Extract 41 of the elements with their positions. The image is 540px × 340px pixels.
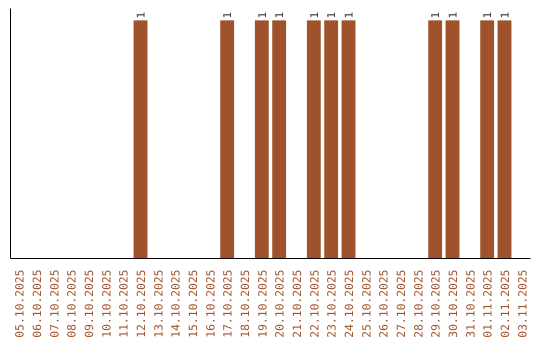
x-tick-label: 31.10.2025	[463, 270, 478, 338]
x-tick-label: 21.10.2025	[290, 270, 304, 338]
x-tick-label: 03.11.2025	[515, 270, 530, 338]
x-tick-label: 06.10.2025	[30, 270, 44, 338]
x-tick-label: 22.10.2025	[307, 270, 322, 338]
x-tick-label: 17.10.2025	[220, 270, 235, 338]
x-tick-label: 16.10.2025	[203, 270, 218, 338]
x-tick-label: 28.10.2025	[411, 270, 426, 338]
x-tick-label: 05.10.2025	[12, 270, 27, 338]
x-tick-label: 25.10.2025	[359, 270, 374, 338]
x-tick-label: 01.11.2025	[480, 270, 495, 338]
x-tick-label: 12.10.2025	[134, 270, 148, 338]
data-label: 1	[325, 12, 338, 18]
x-tick-label: 09.10.2025	[82, 270, 96, 338]
x-tick-label: 20.10.2025	[272, 270, 287, 338]
x-tick-label: 23.10.2025	[324, 270, 339, 338]
data-label: 1	[446, 12, 460, 18]
data-label: 1	[256, 12, 269, 18]
x-tick-label: 02.11.2025	[498, 270, 512, 338]
data-label: 1	[221, 12, 234, 18]
x-tick-label: 10.10.2025	[99, 270, 114, 338]
x-tick-label: 26.10.2025	[376, 270, 391, 338]
x-tick-label: 07.10.2025	[47, 270, 62, 338]
data-label: 1	[429, 12, 442, 18]
x-tick-label: 11.10.2025	[116, 270, 131, 338]
x-tick-label: 30.10.2025	[446, 270, 460, 338]
x-tick-label: 29.10.2025	[428, 270, 443, 338]
data-label: 1	[273, 12, 286, 18]
x-tick-label: 24.10.2025	[342, 270, 356, 338]
x-tick-label: 15.10.2025	[186, 270, 200, 338]
x-tick-label: 13.10.2025	[151, 270, 166, 338]
x-tick-label: 18.10.2025	[238, 270, 252, 338]
data-label: 1	[342, 12, 356, 18]
x-tick-label: 19.10.2025	[255, 270, 270, 338]
x-tick-label: 27.10.2025	[394, 270, 408, 338]
data-label: 1	[498, 12, 512, 18]
x-tick-label: 14.10.2025	[168, 270, 183, 338]
data-label: 1	[481, 12, 494, 18]
data-label: 1	[134, 12, 148, 18]
data-label: 1	[308, 12, 321, 18]
x-tick-label: 08.10.2025	[64, 270, 79, 338]
